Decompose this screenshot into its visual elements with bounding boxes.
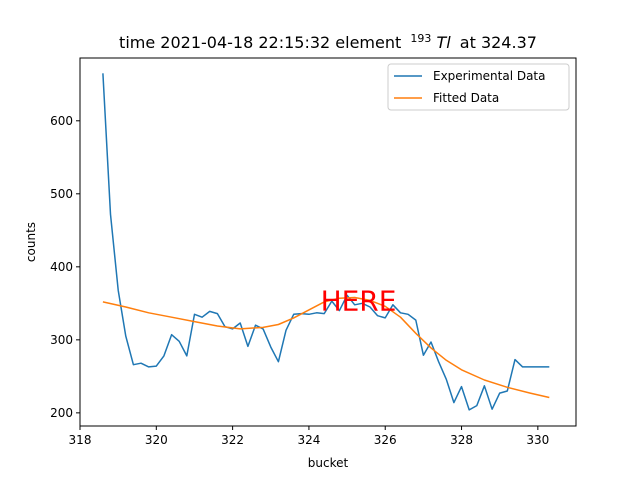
x-tick-label: 318 [69,433,92,447]
y-tick-label: 400 [50,260,73,274]
x-tick-label: 320 [145,433,168,447]
title-suffix: at 324.37 [460,33,537,52]
x-tick-label: 328 [450,433,473,447]
here-annotation: HERE [321,285,397,318]
x-tick-label: 330 [526,433,549,447]
x-axis: 318 320 322 324 326 328 330 [69,426,549,447]
y-tick-label: 600 [50,114,73,128]
x-tick-label: 324 [297,433,320,447]
y-axis-label: counts [24,222,38,262]
legend-box [387,63,570,111]
series-line-fitted [102,296,550,399]
legend-label-experimental: Experimental Data [433,69,546,83]
legend: Experimental Data Fitted Data [387,63,570,111]
series-line-experimental [102,73,550,411]
title-element: Tl [436,33,451,52]
y-tick-label: 500 [50,187,73,201]
x-tick-label: 322 [221,433,244,447]
y-axis: 200 300 400 500 600 [50,114,80,420]
series-lines [102,73,550,411]
plot-area [79,57,577,427]
legend-label-fitted: Fitted Data [433,91,499,105]
x-tick-label: 326 [374,433,397,447]
svg-text:time 2021-04-18 22:15:32 eleme: time 2021-04-18 22:15:32 element 193 Tl … [119,27,537,52]
x-axis-label: bucket [308,456,349,470]
y-tick-label: 200 [50,406,73,420]
chart-title: time 2021-04-18 22:15:32 element 193 Tl … [119,27,537,52]
title-isotope-mass: 193 [410,32,431,45]
title-main: time 2021-04-18 22:15:32 element [119,33,401,52]
y-tick-label: 300 [50,333,73,347]
